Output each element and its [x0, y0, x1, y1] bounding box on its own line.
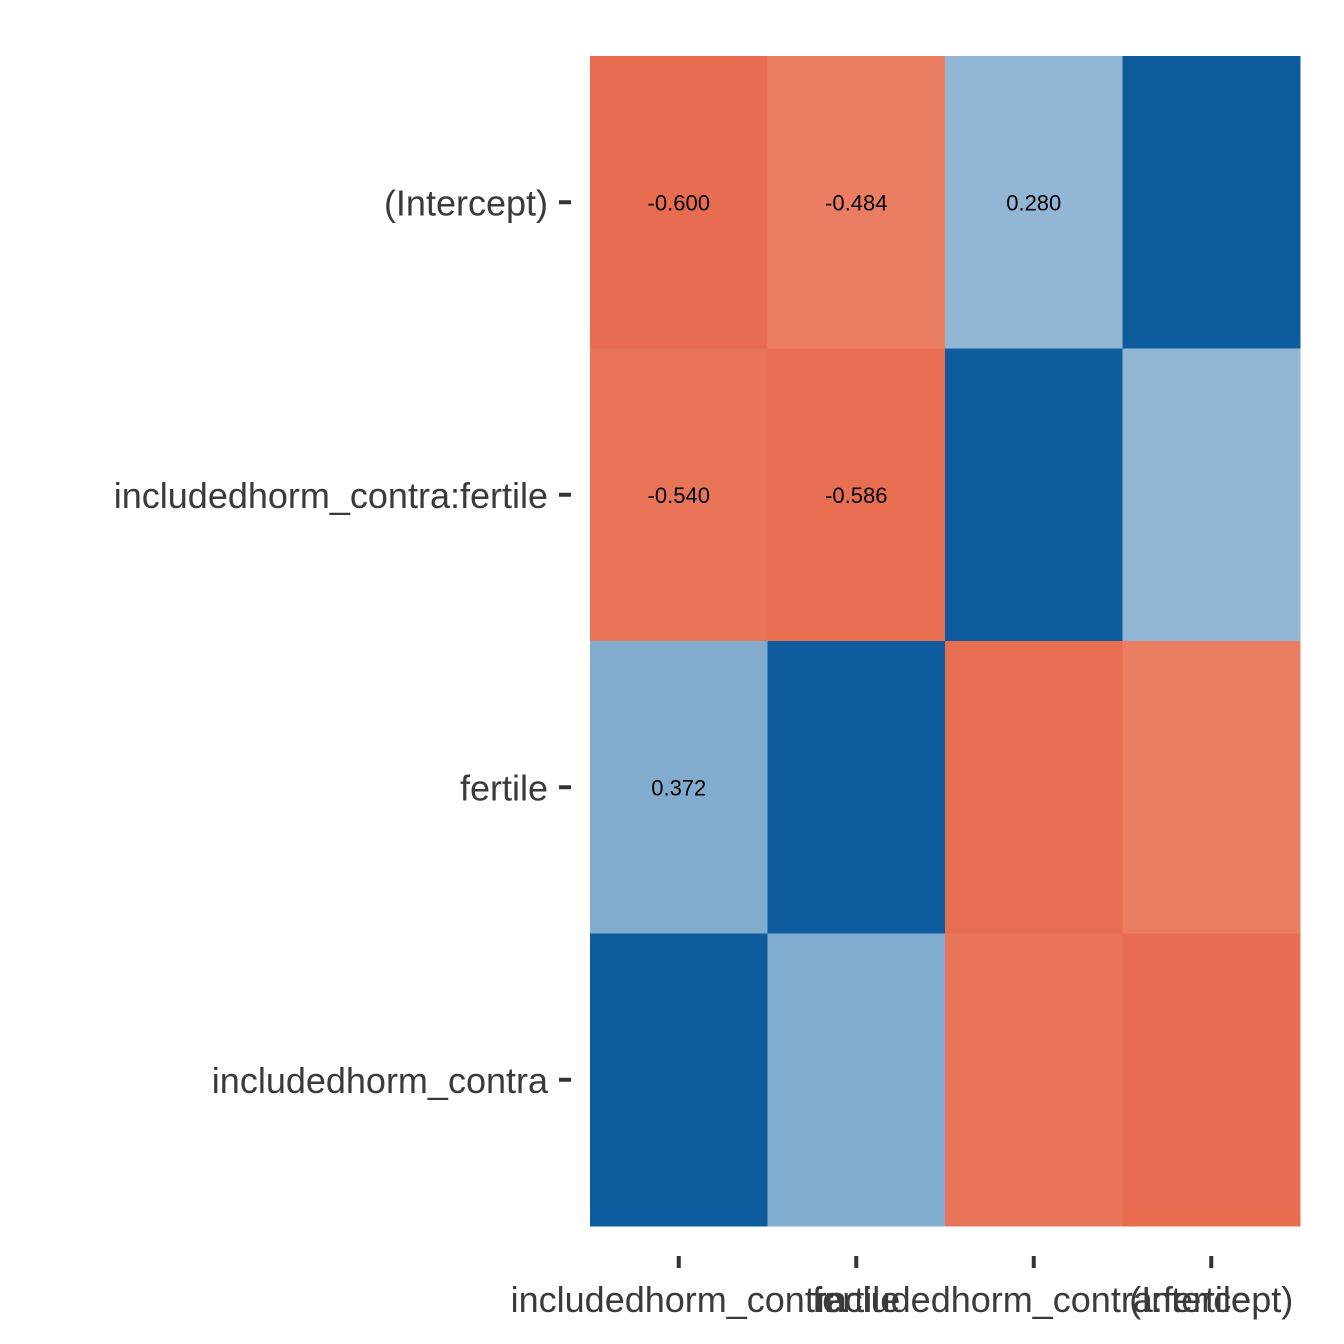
heatmap-cell-labels: -0.600 -0.484 0.280 -0.540 -0.586 0.372	[648, 190, 1062, 800]
heatmap-cell-r3-c0	[590, 933, 768, 1227]
heatmap-cell-r0-c0	[590, 56, 768, 349]
x-tick-label: includedhorm_contra	[511, 1279, 848, 1320]
heatmap-cell-r0-c3	[1122, 56, 1301, 349]
cell-value-label: -0.540	[648, 483, 710, 508]
cell-value-label: -0.586	[825, 483, 887, 508]
heatmap-cell-r1-c3	[1122, 348, 1301, 642]
heatmap-cell-r3-c2	[945, 933, 1123, 1227]
heatmap-cell-r2-c3	[1122, 641, 1301, 934]
y-tick-label: (Intercept)	[384, 182, 548, 223]
y-axis: (Intercept) includedhorm_contra:fertilefe…	[114, 182, 571, 1101]
heatmap-cell-r0-c1	[767, 56, 946, 349]
heatmap-cells	[590, 56, 1301, 1227]
heatmap-cell-r2-c1	[767, 641, 946, 934]
cell-value-label: 0.372	[651, 775, 706, 800]
x-axis: includedhorm_contrafertileincludedhorm_c…	[511, 1256, 1293, 1320]
heatmap-cell-r2-c2	[945, 641, 1123, 934]
heatmap-cell-r1-c1	[767, 348, 946, 642]
heatmap-cell-r2-c0	[590, 641, 768, 934]
y-tick-label: includedhorm_contra	[212, 1060, 549, 1101]
cell-value-label: -0.600	[648, 190, 710, 215]
y-tick-label: includedhorm_contra:fertile	[114, 475, 548, 516]
heatmap-cell-r3-c3	[1122, 933, 1301, 1227]
y-tick-label: fertile	[460, 767, 548, 808]
cell-value-label: 0.280	[1006, 190, 1061, 215]
cell-value-label: -0.484	[825, 190, 887, 215]
x-tick-label: fertile	[812, 1279, 900, 1320]
heatmap-cell-r1-c2	[945, 348, 1123, 642]
heatmap-cell-r1-c0	[590, 348, 768, 642]
heatmap-cell-r0-c2	[945, 56, 1123, 349]
x-tick-label: (Intercept)	[1129, 1279, 1293, 1320]
x-tick-label: includedhorm_contra:fertile	[817, 1279, 1251, 1320]
heatmap-cell-r3-c1	[767, 933, 946, 1227]
